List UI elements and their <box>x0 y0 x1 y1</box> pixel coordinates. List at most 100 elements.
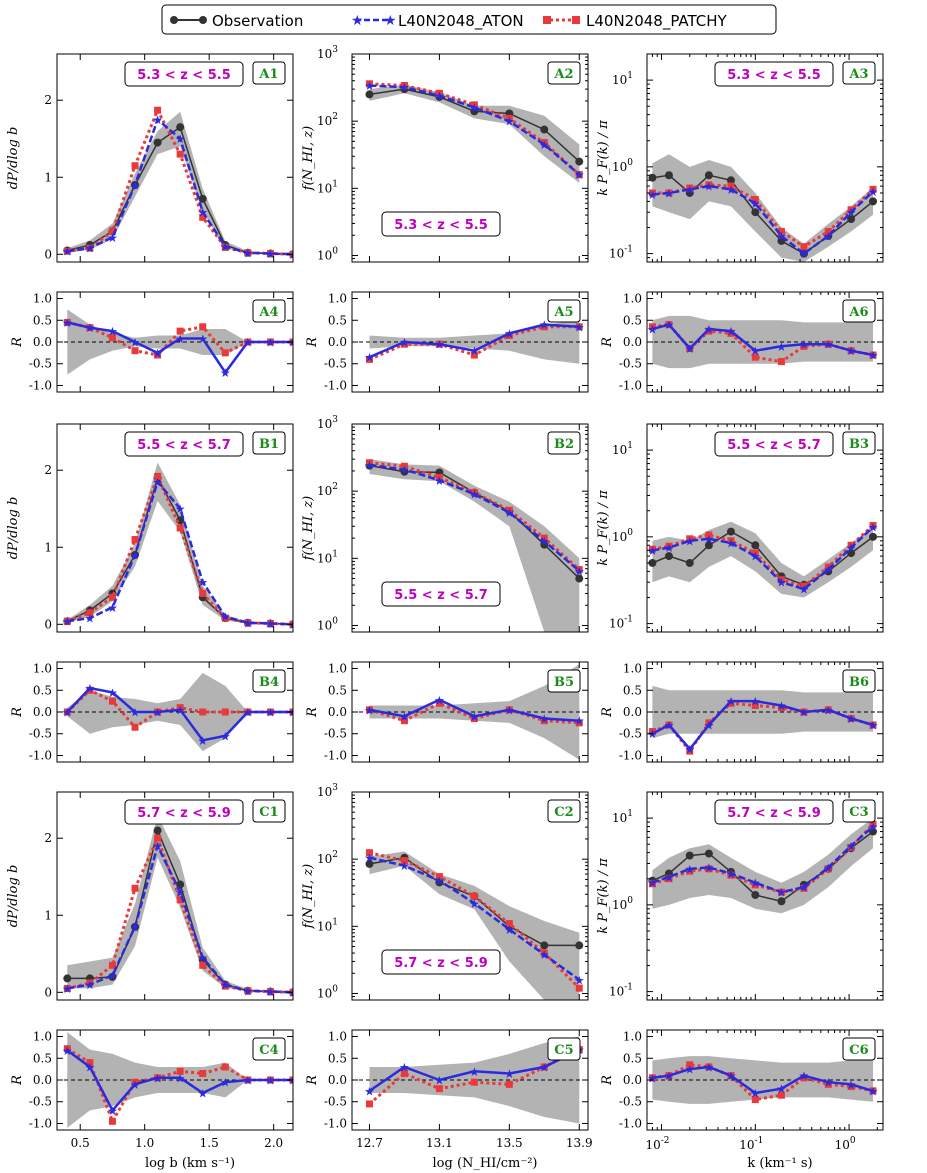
observation-point <box>664 171 673 180</box>
patchy-point <box>176 704 184 712</box>
aton-point: ★ <box>664 870 675 884</box>
patchy-point <box>505 1080 513 1088</box>
aton-point: ★ <box>152 1071 163 1085</box>
y-tick-label: 1.0 <box>33 292 52 306</box>
patchy-point <box>727 182 735 190</box>
panel-A5: ★ ★ ★ ★ ★ ★ ★ -1.0 -0.5 0.0 0.5 1.0 R A5 <box>305 291 589 393</box>
patchy-point <box>435 473 443 481</box>
panel-label: A5 <box>547 299 581 323</box>
y-tick-label: 0.5 <box>328 313 347 327</box>
patchy-point <box>800 342 808 350</box>
series-patchy-line <box>652 1063 874 1102</box>
panel-label: C3 <box>842 799 876 823</box>
observation-point <box>575 574 584 583</box>
x-tick-label: 12.7 <box>356 1136 383 1150</box>
aton-point: ★ <box>647 1071 658 1085</box>
svg-text:C2: C2 <box>554 805 573 820</box>
panel-C6: ★ ★ ★ ★ ★ ★ ★ ★ ★ ★ ★ -1.0 -0.5 0.0 0.5 1.0 10-2 10-1 100 R… <box>600 1029 884 1152</box>
observation-point <box>751 890 760 899</box>
aton-point: ★ <box>265 336 276 350</box>
aton-point: ★ <box>62 1044 73 1058</box>
x-tick-label: 100 <box>835 1136 856 1152</box>
redshift-label: 5.7 < z < 5.9 <box>381 949 501 975</box>
patchy-point <box>777 1091 785 1099</box>
patchy-point <box>365 849 373 857</box>
axes-frame <box>56 791 294 1001</box>
y-tick-label: 0.0 <box>623 705 642 719</box>
aton-point: ★ <box>364 459 375 473</box>
patchy-point <box>705 181 713 189</box>
patchy-point <box>705 327 713 335</box>
y-tick-label: -1.0 <box>29 748 52 762</box>
patchy-point <box>777 576 785 584</box>
y-tick-label: 0.0 <box>33 335 52 349</box>
aton-point: ★ <box>220 1076 231 1090</box>
legend-patchy-label: L40N2048_PATCHY <box>586 12 728 31</box>
aton-point: ★ <box>130 336 141 350</box>
y-axis-label: R <box>305 337 320 348</box>
aton-point: ★ <box>107 601 118 615</box>
svg-text:5.5 < z < 5.7: 5.5 < z < 5.7 <box>727 438 821 453</box>
aton-point: ★ <box>152 839 163 853</box>
panel-A6: ★ ★ ★ ★ ★ ★ ★ ★ ★ ★ ★ -1.0 -0.5 0.0 0.5 1.0 R A6 <box>600 291 884 393</box>
uncertainty-band <box>652 818 873 914</box>
svg-text:C5: C5 <box>554 1043 573 1058</box>
aton-point: ★ <box>684 1063 695 1077</box>
observation-point <box>685 558 694 567</box>
patchy-point <box>108 961 116 969</box>
svg-text:★: ★ <box>384 13 397 29</box>
aton-point: ★ <box>504 506 515 520</box>
patchy-point <box>727 871 735 879</box>
observation-point <box>63 974 72 983</box>
redshift-label: 5.7 < z < 5.9 <box>124 799 244 825</box>
aton-point: ★ <box>750 550 761 564</box>
y-tick-label: 103 <box>317 415 338 431</box>
y-axis-label: f(N_HI, z) <box>301 496 316 561</box>
y-tick-label: 0.0 <box>328 335 347 349</box>
aton-point: ★ <box>726 867 737 881</box>
aton-point: ★ <box>197 575 208 589</box>
redshift-label: 5.5 < z < 5.7 <box>381 581 501 607</box>
svg-text:C1: C1 <box>259 805 278 820</box>
y-tick-label: 101 <box>317 549 338 565</box>
patchy-point <box>435 89 443 97</box>
aton-point: ★ <box>776 886 787 900</box>
y-tick-label: 0.0 <box>623 1073 642 1087</box>
y-tick-label: 101 <box>612 71 633 87</box>
aton-point: ★ <box>846 712 857 726</box>
aton-point: ★ <box>434 874 445 888</box>
aton-point: ★ <box>434 1074 445 1088</box>
patchy-point <box>435 699 443 707</box>
y-axis-label: f(N_HI, z) <box>301 126 316 191</box>
aton-point: ★ <box>539 535 550 549</box>
x-tick-label: 2.0 <box>264 1136 283 1150</box>
panel-label: C4 <box>252 1037 286 1061</box>
panel-label: A3 <box>842 61 876 85</box>
y-tick-label: 1.0 <box>623 292 642 306</box>
aton-point: ★ <box>434 474 445 488</box>
y-tick-label: 100 <box>317 246 338 262</box>
aton-point: ★ <box>220 729 231 743</box>
redshift-label: 5.5 < z < 5.7 <box>124 431 244 457</box>
uncertainty-band <box>67 309 293 375</box>
panel-label: B1 <box>252 431 286 455</box>
series-aton-line <box>67 842 293 994</box>
aton-point: ★ <box>868 719 879 733</box>
patchy-point <box>665 542 673 550</box>
aton-point: ★ <box>539 712 550 726</box>
y-tick-label: 101 <box>317 179 338 195</box>
y-tick-label: 0.0 <box>33 705 52 719</box>
y-tick-label: 100 <box>612 896 633 912</box>
axes-frame <box>56 423 294 633</box>
aton-point: ★ <box>846 206 857 220</box>
patchy-point <box>847 541 855 549</box>
aton-point: ★ <box>399 81 410 95</box>
y-tick-label: 1 <box>44 540 52 554</box>
aton-point: ★ <box>574 714 585 728</box>
panel-label: A4 <box>252 299 286 323</box>
y-tick-label: -0.5 <box>619 727 642 741</box>
aton-point: ★ <box>175 332 186 346</box>
observation-point <box>726 527 735 536</box>
aton-point: ★ <box>469 1065 480 1079</box>
